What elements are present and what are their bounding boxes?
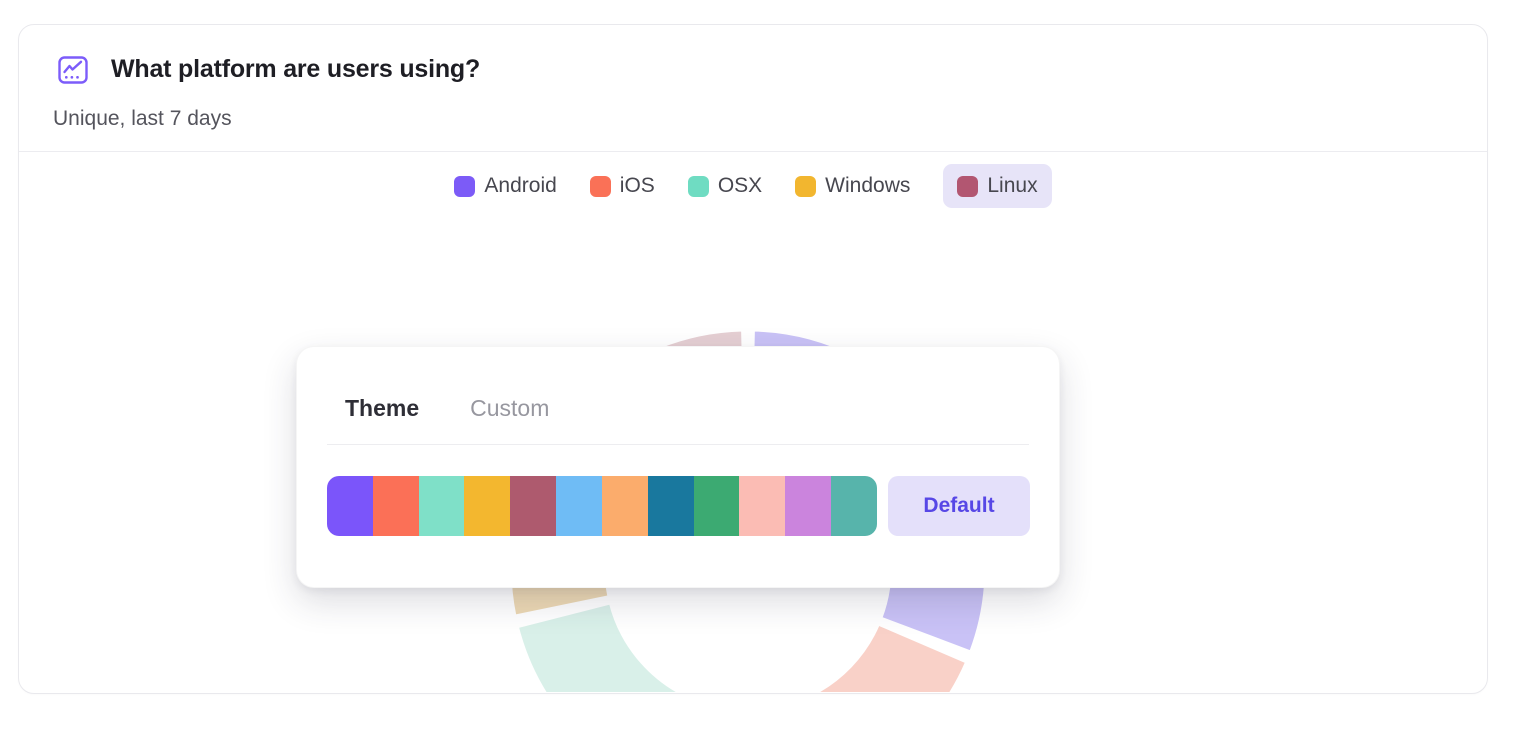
line-chart-icon (58, 56, 88, 84)
popover-divider (327, 444, 1029, 445)
palette-swatch-5[interactable] (510, 476, 557, 536)
legend-swatch-osx (687, 175, 709, 197)
legend-label: iOS (619, 174, 655, 197)
page-title: What platform are users using? (111, 55, 481, 83)
chart-area: Android iOS OSX Windows Linux Theme Custom De… (19, 152, 1487, 692)
palette-swatch-2[interactable] (372, 476, 419, 536)
chart-legend: Android iOS OSX Windows Linux (19, 164, 1487, 208)
legend-swatch-windows (795, 175, 817, 197)
palette-swatch-10[interactable] (739, 476, 786, 536)
palette-swatch-4[interactable] (464, 476, 511, 536)
legend-label: Windows (825, 174, 911, 197)
donut-segment-ios[interactable] (671, 622, 969, 692)
chart-card: What platform are users using? Unique, l… (18, 24, 1488, 694)
theme-palette-strip[interactable] (327, 476, 877, 536)
donut-segment-osx[interactable] (515, 601, 696, 692)
tab-theme[interactable]: Theme (345, 395, 420, 421)
palette-swatch-1[interactable] (327, 476, 373, 536)
legend-item-android[interactable]: Android (454, 174, 557, 198)
legend-swatch-android (454, 175, 476, 197)
legend-swatch-ios (589, 175, 611, 197)
legend-item-ios[interactable]: iOS (589, 174, 655, 198)
legend-item-windows[interactable]: Windows (795, 174, 910, 198)
palette-swatch-11[interactable] (785, 476, 832, 536)
palette-swatch-9[interactable] (693, 476, 740, 536)
legend-label: Linux (987, 174, 1038, 197)
default-theme-button[interactable]: Default (888, 476, 1030, 536)
legend-swatch-linux (957, 175, 979, 197)
color-theme-popover: Theme Custom Default (296, 346, 1060, 588)
legend-item-osx[interactable]: OSX (687, 174, 763, 198)
palette-swatch-7[interactable] (601, 476, 648, 536)
palette-swatch-12[interactable] (831, 476, 877, 536)
tab-custom[interactable]: Custom (470, 395, 550, 421)
popover-tabs: Theme Custom (345, 395, 549, 422)
palette-swatch-3[interactable] (418, 476, 465, 536)
card-header: What platform are users using? Unique, l… (19, 25, 1487, 152)
legend-label: OSX (717, 174, 763, 197)
palette-swatch-6[interactable] (556, 476, 602, 536)
card-subtitle: Unique, last 7 days (53, 107, 232, 130)
legend-item-linux[interactable]: Linux (943, 164, 1052, 208)
palette-swatch-8[interactable] (647, 476, 694, 536)
legend-label: Android (484, 174, 557, 197)
